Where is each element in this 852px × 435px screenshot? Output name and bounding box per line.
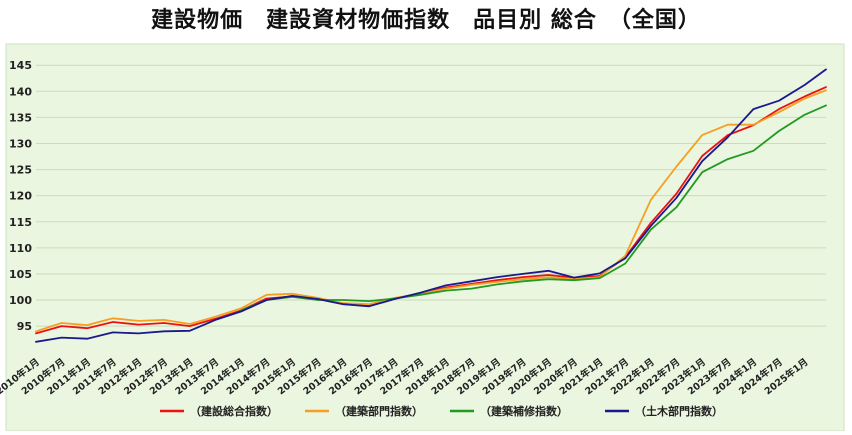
y-tick-label: 130 (9, 137, 32, 150)
y-tick-label: 145 (9, 59, 32, 72)
y-tick-label: 115 (9, 216, 32, 229)
legend-label: （建築補修指数） (480, 404, 568, 418)
series-line-3 (35, 68, 827, 343)
y-tick-label: 120 (9, 190, 32, 203)
y-tick-label: 135 (9, 111, 32, 124)
y-tick-label: 105 (9, 268, 32, 281)
y-tick-label: 140 (9, 85, 32, 98)
y-tick-label: 125 (9, 164, 32, 177)
legend-label: （建築部門指数） (335, 404, 423, 418)
legend-label: （建設総合指数） (190, 404, 278, 418)
y-tick-label: 110 (9, 242, 32, 255)
line-chart: 951001051101151201251301351401452010年1月2… (0, 43, 845, 432)
y-tick-label: 95 (17, 320, 32, 333)
series-line-1 (35, 89, 827, 333)
legend-label: （土木部門指数） (635, 404, 723, 418)
chart-background (5, 43, 845, 432)
y-tick-label: 100 (9, 294, 32, 307)
series-line-2 (240, 104, 827, 312)
chart-title: 建設物価 建設資材物価指数 品目別 総合 （全国） (151, 8, 701, 33)
chart-container: 95 100 105 110 115 120 125 130 135 140 145 2010年1月 2… (0, 36, 852, 435)
